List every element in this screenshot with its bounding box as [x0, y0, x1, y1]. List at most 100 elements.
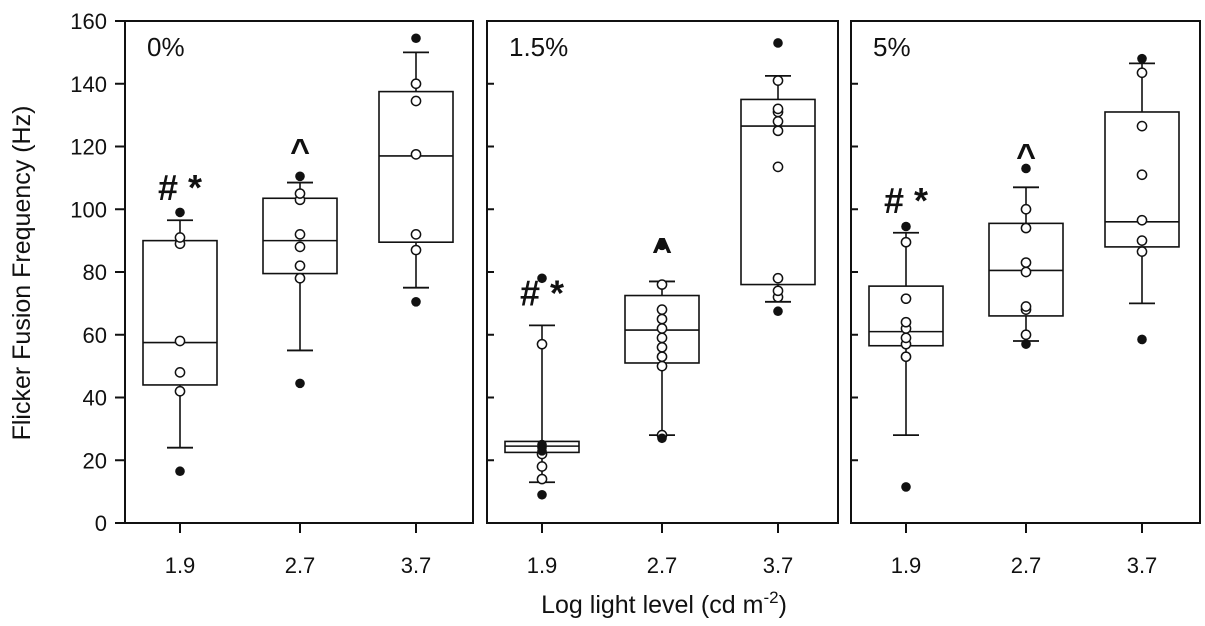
data-point	[1136, 120, 1148, 132]
chart-panels: 0% # * 1.9 ^ 2.7 3.7 1.5% # * 1.9 ^ 2.7 3.7 5% # * 1.9…	[124, 20, 1201, 578]
outlier-point	[657, 433, 667, 444]
data-point	[772, 75, 784, 86]
data-point	[656, 313, 668, 325]
data-point	[1136, 67, 1148, 79]
y-tick-label: 140	[70, 72, 107, 97]
data-point	[174, 335, 186, 347]
data-point	[294, 260, 306, 272]
y-tick-label: 80	[83, 260, 107, 285]
outlier-point	[295, 378, 305, 389]
panel-label: 5%	[873, 32, 911, 62]
data-point	[772, 125, 784, 137]
box-group: # *	[142, 167, 218, 477]
y-axis: 0 20 40 60 80 100 120 140 160	[70, 9, 125, 536]
data-point	[656, 304, 668, 315]
data-point	[1020, 301, 1032, 312]
significance-annotation: ^	[290, 133, 310, 171]
box	[142, 239, 218, 386]
data-point	[1020, 266, 1032, 278]
outlier-point	[657, 240, 667, 251]
box-group: ^	[988, 137, 1064, 349]
x-tick-label: 2.7	[1011, 553, 1042, 578]
panel: 5% # * 1.9 ^ 2.7 3.7	[850, 20, 1201, 578]
y-tick-label: 20	[83, 448, 107, 473]
data-point	[900, 236, 912, 248]
x-tick-label: 1.9	[527, 553, 558, 578]
x-axis-label-superscript: -2	[763, 588, 778, 607]
outlier-point	[411, 33, 421, 44]
panel-label: 0%	[147, 32, 185, 62]
data-point	[900, 332, 912, 344]
x-axis-label: Log light level (cd m-2)	[541, 588, 787, 619]
data-point	[174, 385, 186, 397]
significance-annotation: # *	[158, 167, 202, 208]
data-point	[772, 103, 784, 115]
outlier-point	[537, 273, 547, 284]
outlier-point	[901, 221, 911, 232]
x-tick-label: 3.7	[401, 553, 432, 578]
data-point	[410, 229, 422, 240]
data-point	[900, 316, 912, 328]
outlier-point	[175, 207, 185, 218]
data-point	[174, 367, 186, 378]
data-point	[1020, 329, 1032, 341]
box-group: # *	[868, 180, 944, 492]
data-point	[656, 360, 668, 372]
data-point	[410, 95, 422, 107]
x-axis-label-close: )	[779, 591, 787, 619]
panel: 1.5% # * 1.9 ^ 2.7 3.7	[486, 20, 839, 578]
data-point	[174, 232, 186, 243]
data-point	[1020, 222, 1032, 234]
x-tick-label: 3.7	[1127, 553, 1158, 578]
panel-label: 1.5%	[509, 32, 568, 62]
data-point	[294, 241, 306, 253]
box-group	[1104, 53, 1180, 345]
data-point	[1136, 169, 1148, 181]
data-point	[772, 272, 784, 284]
data-point	[294, 229, 306, 240]
outlier-point	[901, 482, 911, 492]
data-point	[772, 161, 784, 173]
data-point	[536, 473, 548, 485]
data-point	[536, 338, 548, 350]
y-axis-label: Flicker Fusion Frequency (Hz)	[8, 106, 36, 441]
y-tick-label: 0	[95, 511, 107, 536]
data-point	[1020, 257, 1032, 268]
box	[378, 90, 454, 243]
outlier-point	[1021, 339, 1031, 349]
x-tick-label: 2.7	[647, 553, 678, 578]
data-point	[410, 244, 422, 256]
box-group: ^	[262, 133, 338, 389]
outlier-point	[1021, 163, 1031, 174]
outlier-point	[1137, 334, 1147, 345]
box-group: ^	[624, 231, 700, 444]
significance-annotation: ^	[1016, 137, 1036, 175]
outlier-point	[773, 38, 783, 48]
data-point	[772, 285, 784, 297]
outlier-point	[1137, 53, 1147, 64]
data-point	[1136, 246, 1148, 257]
data-point	[536, 461, 548, 472]
data-point	[656, 279, 668, 290]
data-point	[656, 332, 668, 344]
x-tick-label: 1.9	[165, 553, 196, 578]
y-tick-label: 40	[83, 386, 107, 411]
outlier-point	[175, 466, 185, 477]
outlier-point	[537, 489, 547, 500]
data-point	[1020, 203, 1032, 215]
data-point	[772, 116, 784, 127]
data-point	[900, 351, 912, 363]
data-point	[656, 323, 668, 334]
box-group	[740, 38, 816, 317]
outlier-point	[411, 297, 421, 307]
data-point	[410, 78, 422, 90]
y-tick-label: 100	[70, 197, 107, 222]
y-tick-label: 160	[70, 9, 107, 34]
outlier-point	[773, 306, 783, 317]
panel: 0% # * 1.9 ^ 2.7 3.7	[124, 20, 474, 578]
data-point	[294, 188, 306, 199]
data-point	[1136, 214, 1148, 226]
data-point	[900, 293, 912, 305]
data-point	[410, 148, 422, 160]
